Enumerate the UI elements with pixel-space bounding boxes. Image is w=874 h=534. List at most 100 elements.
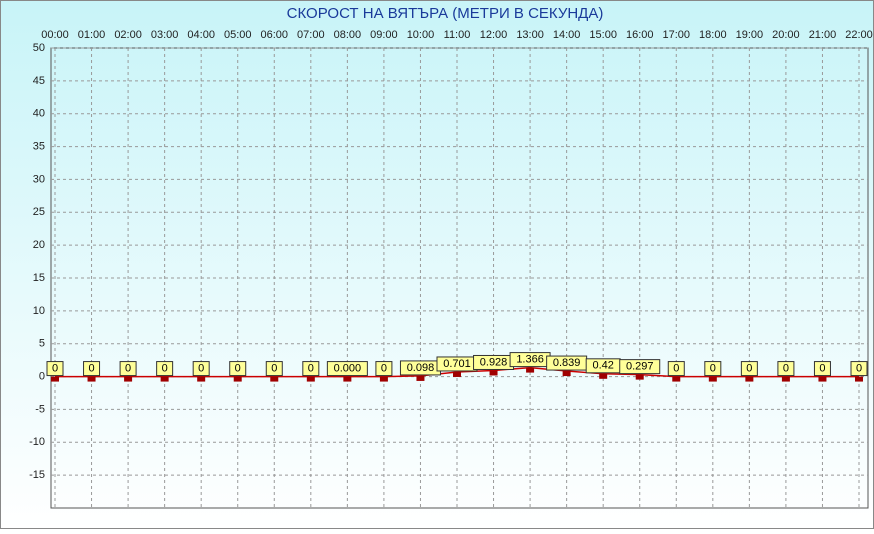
marker (781, 376, 790, 382)
x-tick-label: 11:00 (444, 29, 471, 41)
value-label-box (46, 361, 64, 377)
chart-title: СКОРОСТ НА ВЯТЪРА (МЕТРИ В СЕКУНДА) (287, 5, 604, 22)
x-tick-label: 20:00 (772, 29, 800, 41)
marker (379, 376, 388, 382)
marker (818, 376, 827, 382)
value-label: 0 (235, 362, 241, 374)
value-label: 0.839 (553, 357, 581, 369)
marker (453, 371, 461, 377)
value-label-box (850, 361, 868, 377)
marker (635, 374, 644, 380)
value-label: 0.000 (334, 362, 362, 374)
value-label: 0 (308, 362, 314, 374)
x-tick-label: 18:00 (699, 29, 727, 41)
y-tick-label: 5 (39, 338, 45, 350)
value-label: 0 (673, 362, 679, 374)
value-label: 1.366 (516, 354, 544, 366)
marker (160, 376, 169, 382)
marker (708, 376, 717, 382)
value-label: 0.928 (480, 356, 508, 368)
value-label: 0 (88, 362, 94, 374)
value-label: 0.297 (626, 361, 654, 373)
value-label-box (740, 361, 758, 377)
x-tick-label: 12:00 (480, 29, 508, 41)
value-label: 0 (856, 362, 862, 374)
value-label: 0 (125, 362, 131, 374)
value-label-box (156, 361, 174, 377)
marker (306, 376, 315, 382)
marker (416, 375, 425, 381)
value-label-box (619, 359, 661, 375)
value-label-box (813, 361, 831, 377)
marker (51, 376, 59, 382)
marker (124, 376, 133, 382)
value-label-box (119, 361, 137, 377)
x-tick-label: 19:00 (736, 29, 764, 41)
value-label: 0 (271, 362, 277, 374)
x-tick-label: 21:00 (809, 29, 837, 41)
value-label: 0 (198, 362, 204, 374)
value-label-box (375, 361, 393, 377)
value-label: 0.701 (443, 358, 471, 370)
x-tick-label: 09:00 (370, 29, 398, 41)
marker (672, 376, 681, 382)
value-label-box (667, 361, 685, 377)
y-tick-label: 45 (33, 75, 45, 87)
y-tick-label: 15 (33, 272, 45, 284)
y-tick-label: -10 (29, 436, 45, 448)
value-label: 0 (710, 362, 716, 374)
x-tick-label: 10:00 (407, 29, 435, 41)
value-label: 0.098 (407, 362, 435, 374)
value-label: 0 (819, 362, 825, 374)
marker (87, 376, 96, 382)
marker (270, 376, 279, 382)
x-tick-label: 00:00 (41, 29, 69, 41)
x-tick-label: 01:00 (78, 29, 106, 41)
value-label-box (265, 361, 283, 377)
x-tick-label: 15:00 (589, 29, 617, 41)
marker (233, 376, 242, 382)
value-label-box (83, 361, 101, 377)
marker (197, 376, 206, 382)
marker (745, 376, 754, 382)
x-tick-label: 03:00 (151, 29, 179, 41)
x-tick-label: 02:00 (114, 29, 142, 41)
y-tick-label: 30 (33, 173, 45, 185)
value-label: 0 (783, 362, 789, 374)
y-tick-label: 50 (33, 42, 45, 54)
x-tick-label: 05:00 (224, 29, 252, 41)
value-label-box (192, 361, 210, 377)
marker (343, 376, 352, 382)
x-tick-label: 17:00 (663, 29, 691, 41)
y-tick-label: -5 (35, 403, 45, 415)
marker (599, 373, 608, 379)
value-label-box (229, 361, 247, 377)
x-tick-label: 08:00 (334, 29, 362, 41)
marker (526, 367, 535, 373)
x-tick-label: 16:00 (626, 29, 654, 41)
y-tick-label: 35 (33, 140, 45, 152)
marker (855, 376, 863, 382)
marker (562, 371, 571, 377)
x-tick-label: 04:00 (187, 29, 215, 41)
value-label: 0 (746, 362, 752, 374)
x-tick-label: 07:00 (297, 29, 325, 41)
value-label-box (326, 361, 368, 377)
value-label-box (704, 361, 722, 377)
y-tick-label: -15 (29, 469, 45, 481)
value-label: 0.42 (592, 360, 613, 372)
value-label: 0 (52, 362, 58, 374)
x-tick-label: 14:00 (553, 29, 581, 41)
y-tick-label: 0 (39, 370, 45, 382)
value-label-box (777, 361, 795, 377)
value-label-box (302, 361, 320, 377)
y-tick-label: 10 (33, 305, 45, 317)
y-tick-label: 40 (33, 108, 45, 120)
x-tick-label: 13:00 (516, 29, 544, 41)
marker (489, 370, 498, 376)
value-label: 0 (381, 362, 387, 374)
y-tick-label: 25 (33, 206, 45, 218)
x-tick-label: 22:00 (845, 29, 873, 41)
